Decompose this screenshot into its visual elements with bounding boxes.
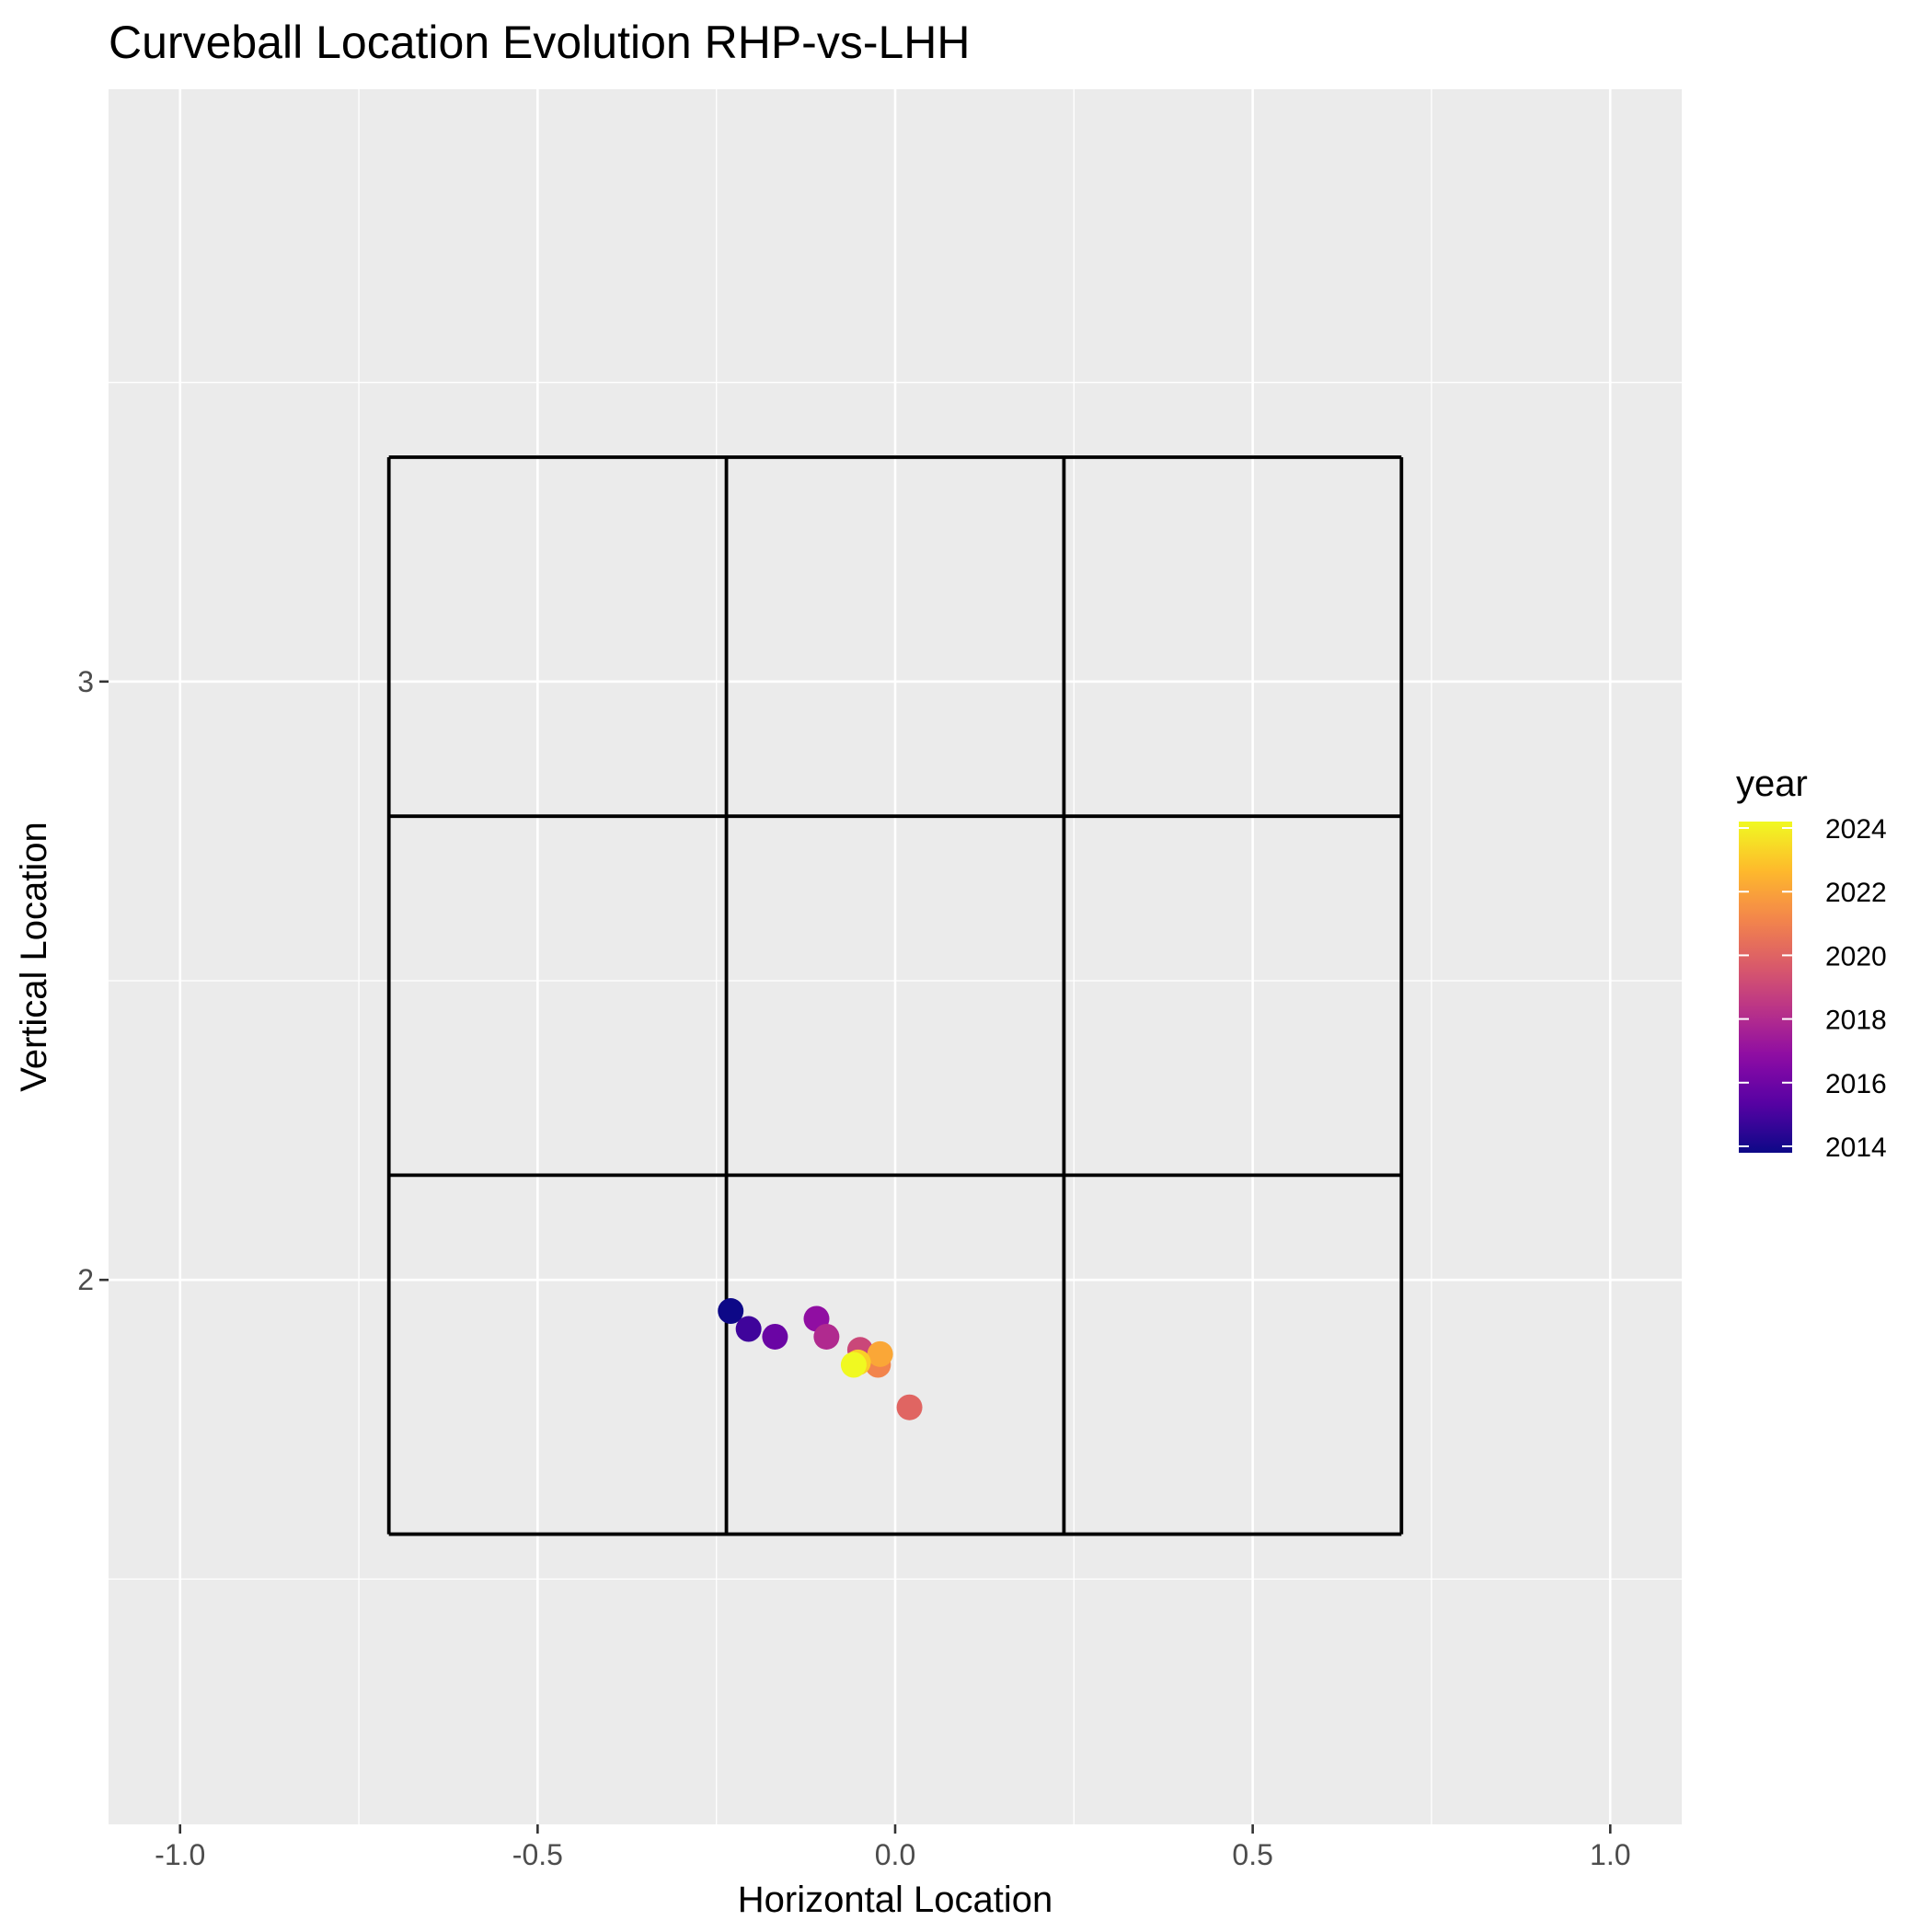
data-point-2018 [813, 1323, 840, 1350]
y-axis: 23 [77, 665, 109, 1296]
x-tick-label: -0.5 [512, 1838, 563, 1871]
data-points [718, 1298, 923, 1420]
color-legend: year 2014 2016 2018 2020 2022 2024 [1736, 764, 1887, 1163]
x-tick-label: 0.5 [1232, 1838, 1272, 1871]
data-point-2016 [762, 1323, 788, 1350]
legend-label-2014: 2014 [1825, 1133, 1887, 1163]
x-axis: -1.0 -0.5 0.0 0.5 1.0 [155, 1824, 1631, 1871]
legend-colorbar [1739, 822, 1792, 1153]
x-tick-label: -1.0 [155, 1838, 205, 1871]
legend-ticks: 2014 2016 2018 2020 2022 2024 [1739, 814, 1887, 1163]
legend-label-2016: 2016 [1825, 1069, 1887, 1099]
x-axis-title: Horizontal Location [738, 1880, 1052, 1920]
legend-title: year [1736, 764, 1808, 804]
strike-zone [386, 455, 1404, 1536]
chart-title: Curveball Location Evolution RHP-vs-LHH [109, 17, 971, 68]
data-point-2014 [718, 1298, 744, 1325]
legend-label-2022: 2022 [1825, 878, 1887, 908]
x-tick-label: 1.0 [1590, 1838, 1630, 1871]
legend-label-2024: 2024 [1825, 814, 1887, 845]
x-tick-label: 0.0 [875, 1838, 915, 1871]
data-point-2020 [896, 1394, 923, 1420]
data-point-2015 [735, 1316, 762, 1342]
y-tick-label: 2 [77, 1263, 94, 1296]
legend-label-2018: 2018 [1825, 1006, 1887, 1036]
y-tick-label: 3 [77, 665, 94, 698]
y-axis-title: Vertical Location [14, 822, 54, 1092]
legend-label-2020: 2020 [1825, 941, 1887, 972]
data-point-2024 [840, 1351, 867, 1378]
data-point-2022 [867, 1340, 893, 1367]
